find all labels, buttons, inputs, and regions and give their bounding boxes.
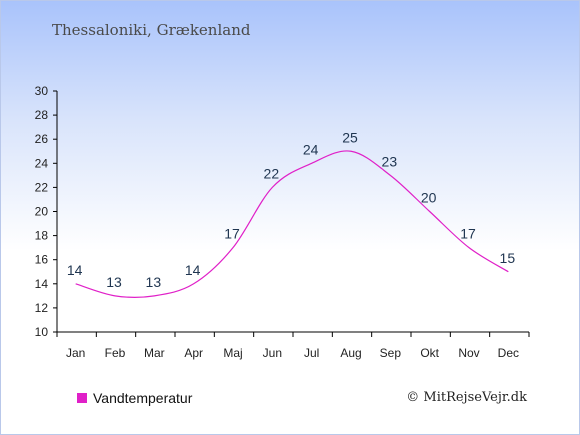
y-tick-label: 14 [35,277,49,291]
y-tick-label: 18 [35,229,49,243]
x-tick-label: Jun [263,346,282,360]
data-label: 14 [67,262,83,278]
y-tick-label: 10 [35,325,49,339]
y-tick-label: 26 [35,132,49,146]
y-tick-label: 16 [35,253,49,267]
y-axis: 10 12 14 16 18 20 22 24 26 28 30 [35,84,58,339]
legend-swatch [77,393,87,403]
data-label: 20 [421,190,437,206]
y-tick-label: 24 [35,156,49,170]
x-tick-label: Feb [105,346,126,360]
x-tick-label: Apr [184,346,203,360]
x-tick-label: Mar [144,346,165,360]
series-line-vandtemperatur [75,150,509,298]
y-tick-label: 20 [35,205,49,219]
data-label: 14 [185,262,201,278]
x-tick-label: Nov [458,346,479,360]
x-tick-label: Jan [66,346,85,360]
x-tick-label: Aug [340,346,361,360]
x-tick-label: Jul [304,346,319,360]
data-labels: 14 13 13 14 17 22 24 25 23 20 17 15 [67,129,515,290]
chart-title: Thessaloniki, Grækenland [52,21,251,39]
data-label: 17 [224,226,240,242]
y-tick-label: 12 [35,301,49,315]
legend: Vandtemperatur [77,390,192,406]
data-label: 23 [382,153,398,169]
data-label: 17 [460,226,476,242]
x-axis: Jan Feb Mar Apr Maj Jun Jul Aug Sep Okt Nov Dec [56,331,530,360]
series-layer [75,150,509,298]
legend-label: Vandtemperatur [93,390,193,406]
x-tick-label: Maj [223,346,242,360]
data-label: 22 [264,165,280,181]
data-label: 15 [500,250,516,266]
data-label: 13 [106,274,122,290]
x-tick-label: Dec [498,346,519,360]
data-label: 13 [146,274,162,290]
y-tick-label: 28 [35,108,49,122]
data-label: 24 [303,141,319,157]
credit-text: © MitRejseVejr.dk [406,390,527,405]
data-label: 25 [342,129,358,145]
x-tick-label: Okt [420,346,439,360]
x-tick-label: Sep [380,346,402,360]
y-tick-label: 30 [35,84,49,98]
y-tick-label: 22 [35,180,49,194]
